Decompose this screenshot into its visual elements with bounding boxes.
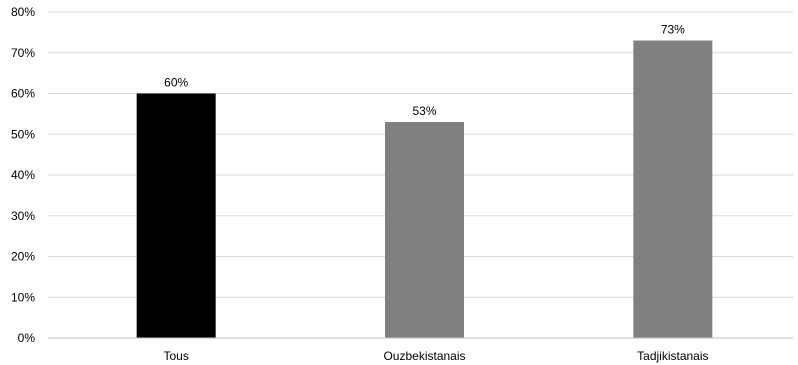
- bar: [633, 40, 713, 339]
- y-tick-label: 30%: [11, 209, 35, 223]
- data-label: 73%: [661, 23, 685, 37]
- y-tick-label: 20%: [11, 250, 35, 264]
- y-tick-label: 10%: [11, 290, 35, 304]
- bar: [136, 93, 216, 338]
- data-label: 53%: [412, 104, 436, 118]
- x-tick-label: Tadjikistanais: [637, 349, 708, 363]
- y-tick-label: 80%: [11, 5, 35, 19]
- data-label: 60%: [164, 76, 188, 90]
- y-tick-label: 70%: [11, 46, 35, 60]
- y-tick-label: 0%: [18, 331, 36, 345]
- x-tick-label: Ouzbekistanais: [383, 349, 465, 363]
- bars: [136, 40, 713, 339]
- y-tick-label: 50%: [11, 127, 35, 141]
- y-tick-label: 40%: [11, 168, 35, 182]
- y-tick-label: 60%: [11, 87, 35, 101]
- x-tick-label: Tous: [163, 349, 188, 363]
- x-axis: Tous Ouzbekistanais Tadjikistanais: [163, 349, 708, 363]
- y-axis: 0% 10% 20% 30% 40% 50% 60% 70% 80%: [11, 5, 35, 345]
- bar: [385, 122, 464, 339]
- data-labels: 60% 53% 73%: [164, 23, 685, 119]
